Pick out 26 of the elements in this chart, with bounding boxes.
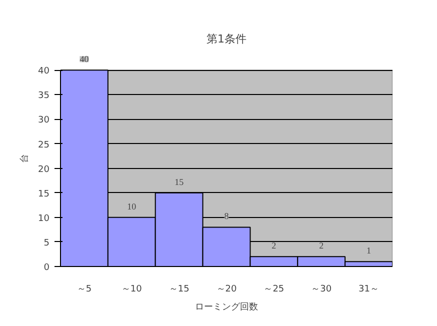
data-label: 15 <box>174 176 184 187</box>
y-tick-label: 35 <box>38 91 50 102</box>
y-tick-label: 40 <box>38 66 50 77</box>
x-tick-label: 31～ <box>358 284 380 294</box>
data-label: 40 <box>80 54 90 64</box>
x-tick-label: ～20 <box>216 284 237 294</box>
y-tick-label: 0 <box>44 263 50 273</box>
y-tick-label: 20 <box>38 164 50 175</box>
data-label: 2 <box>319 240 324 251</box>
y-tick-label: 5 <box>44 238 50 248</box>
data-label: 8 <box>224 211 230 222</box>
data-label: 2 <box>272 240 276 251</box>
y-tick-label: 30 <box>38 116 50 126</box>
y-axis-title: 台 <box>19 154 30 163</box>
x-axis-title: ローミング回数 <box>195 302 258 312</box>
y-tick-label: 10 <box>38 214 50 224</box>
data-label: 1 <box>366 246 372 256</box>
y-tick-label: 25 <box>38 140 50 150</box>
chart-title: 第1条件 <box>206 32 246 46</box>
x-tick-label: ～5 <box>76 284 92 294</box>
x-tick-label: ～10 <box>121 284 142 294</box>
x-tick-label: ～30 <box>311 284 332 294</box>
x-tick-label: ～25 <box>264 284 284 294</box>
data-label: 10 <box>127 201 137 212</box>
x-tick-label: ～15 <box>168 284 190 294</box>
y-tick-label: 15 <box>38 189 50 200</box>
